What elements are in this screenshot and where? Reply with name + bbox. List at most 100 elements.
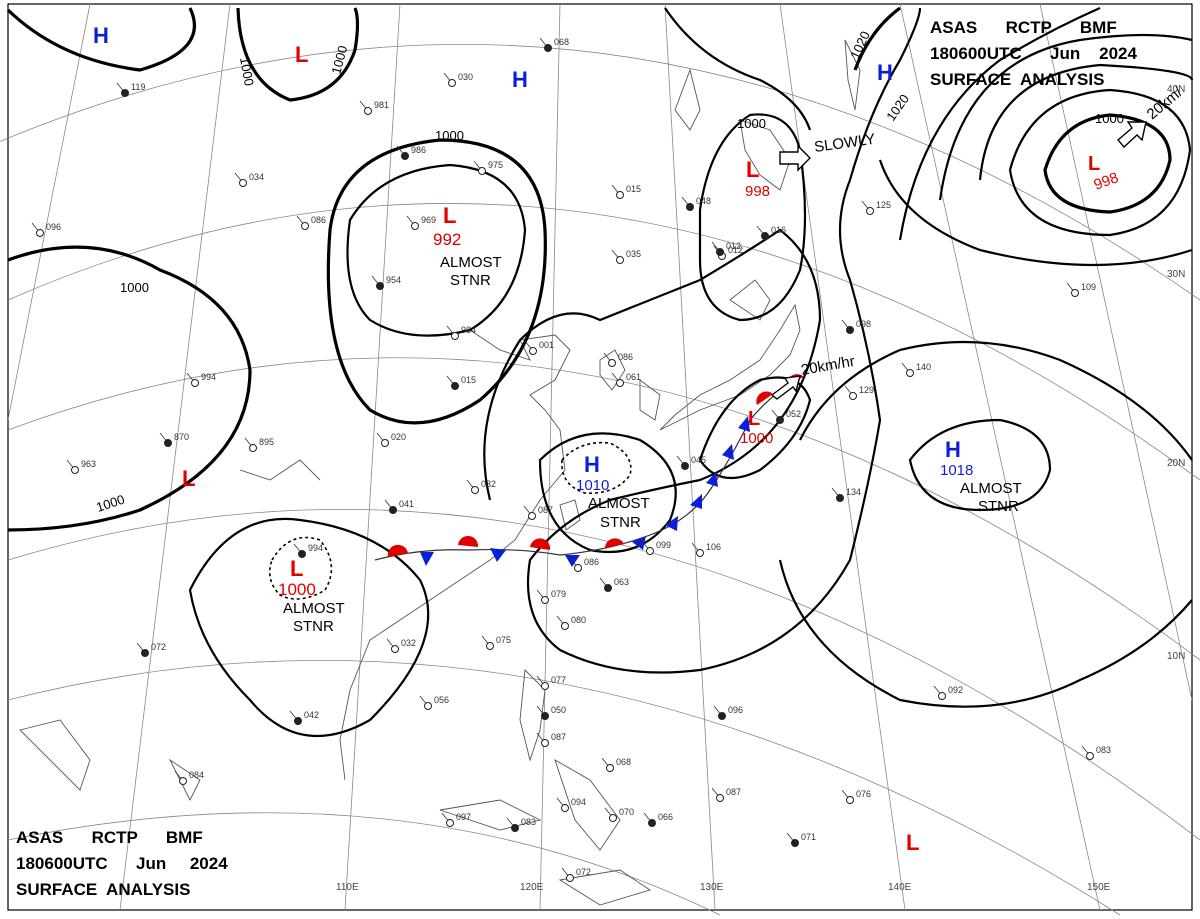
motion-arrow-icon (1117, 121, 1147, 149)
low-center-label: L (1088, 153, 1100, 175)
station-plot: 015 (611, 184, 641, 199)
station-symbol (411, 222, 419, 230)
isobar-label: 1000 (120, 280, 149, 295)
station-symbol (544, 44, 552, 52)
isobar-label: 1000 (94, 492, 126, 515)
station-plot: 963 (66, 459, 96, 474)
station-plot: 870 (159, 432, 189, 447)
station-pressure-value: 895 (259, 437, 274, 447)
station-pressure-value: 994 (308, 543, 323, 553)
station-symbol (164, 439, 172, 447)
graticule (0, 3, 1200, 916)
station-plot: 068 (601, 757, 631, 772)
station-pressure-value: 012 (728, 245, 743, 255)
station-plots: 068 030 981 986 975 969 954 086 034 119 096 015 048 0… (31, 37, 1111, 882)
station-plot: 086 (603, 352, 633, 367)
station-symbol (528, 512, 536, 520)
station-plot: 106 (691, 542, 721, 557)
station-pressure-value: 071 (801, 832, 816, 842)
low-center-label: L (746, 157, 759, 182)
station-symbol (391, 645, 399, 653)
station-plot: 087 (523, 505, 553, 520)
latitude-label: 30N (1167, 269, 1185, 280)
low-center-label: L (443, 203, 456, 228)
station-plot: 001 (524, 340, 554, 355)
station-symbol (36, 229, 44, 237)
longitude-label: 130E (700, 882, 724, 893)
station-pressure-value: 098 (856, 319, 871, 329)
cold-front-symbol (490, 548, 506, 562)
station-symbol (141, 649, 149, 657)
high-pressure-value: 1010 (576, 477, 609, 494)
station-symbol (179, 777, 187, 785)
station-plot: 041 (384, 499, 414, 514)
station-pressure-value: 015 (626, 184, 641, 194)
station-pressure-value: 050 (551, 705, 566, 715)
longitude-label: 110E (336, 882, 359, 893)
station-symbol (541, 596, 549, 604)
station-plot: 056 (419, 695, 449, 710)
station-symbol (866, 207, 874, 215)
station-symbol (849, 392, 857, 400)
motion-arrow-icon (770, 375, 801, 400)
station-plot: 077 (536, 675, 566, 690)
latitude-label: 10N (1167, 651, 1185, 662)
isobar-label: 1000 (1095, 111, 1124, 126)
station-pressure-value: 969 (421, 215, 436, 225)
station-symbol (561, 622, 569, 630)
station-pressure-value: 084 (189, 770, 204, 780)
station-plot: 032 (466, 479, 496, 494)
map-border (7, 3, 1193, 911)
warm-front-symbol (756, 391, 773, 405)
station-pressure-value: 125 (876, 200, 891, 210)
station-plot: 954 (371, 275, 401, 290)
station-plot: 080 (556, 615, 586, 630)
station-plot: 096 (713, 705, 743, 720)
station-plot: 076 (841, 789, 871, 804)
station-plot: 063 (599, 577, 629, 592)
station-pressure-value: 048 (696, 196, 711, 206)
warm-front-symbol (605, 538, 624, 548)
station-plot: 087 (536, 732, 566, 747)
stationary-note-line2: STNR (978, 498, 1019, 515)
low-center-label: L (290, 556, 303, 581)
station-plot: 984 (446, 325, 476, 340)
warm-front-symbol (530, 538, 551, 550)
station-pressure-value: 080 (571, 615, 586, 625)
header-line-3: SURFACE ANALYSIS (930, 70, 1105, 89)
station-pressure-value: 016 (771, 225, 786, 235)
low-center-label: L (295, 42, 308, 67)
station-plot: 097 (441, 812, 471, 827)
station-pressure-value: 087 (551, 732, 566, 742)
warm-front-symbol (458, 535, 479, 547)
station-plot: 092 (933, 685, 963, 700)
stationary-note-line2: STNR (450, 272, 491, 289)
station-plot: 068 (539, 37, 569, 52)
stationary-note-line2: STNR (600, 514, 641, 531)
station-pressure-value: 087 (726, 787, 741, 797)
station-pressure-value: 076 (856, 789, 871, 799)
station-pressure-value: 994 (201, 372, 216, 382)
station-pressure-value: 094 (571, 797, 586, 807)
footer-line-3: SURFACE ANALYSIS (16, 880, 191, 899)
slowly-arrow-icon (779, 144, 811, 172)
station-symbol (776, 416, 784, 424)
station-plot: 045 (676, 455, 706, 470)
graticule-labels: 40N 30N 20N 10N 110E 120E 130E 140E 150E (336, 84, 1185, 893)
station-pressure-value: 086 (311, 215, 326, 225)
station-symbol (846, 326, 854, 334)
station-pressure-value: 052 (786, 409, 801, 419)
motion-arrows (770, 121, 1147, 400)
high-center-label: H (945, 437, 961, 462)
station-pressure-value: 870 (174, 432, 189, 442)
station-symbol (604, 584, 612, 592)
station-symbol (696, 549, 704, 557)
cold-front-symbol (420, 552, 434, 566)
station-pressure-value: 099 (656, 540, 671, 550)
low-center-label: L (748, 408, 760, 430)
station-symbol (574, 564, 582, 572)
station-plot: 125 (861, 200, 891, 215)
station-pressure-value: 981 (374, 100, 389, 110)
low-pressure-value: 1000 (278, 580, 316, 599)
